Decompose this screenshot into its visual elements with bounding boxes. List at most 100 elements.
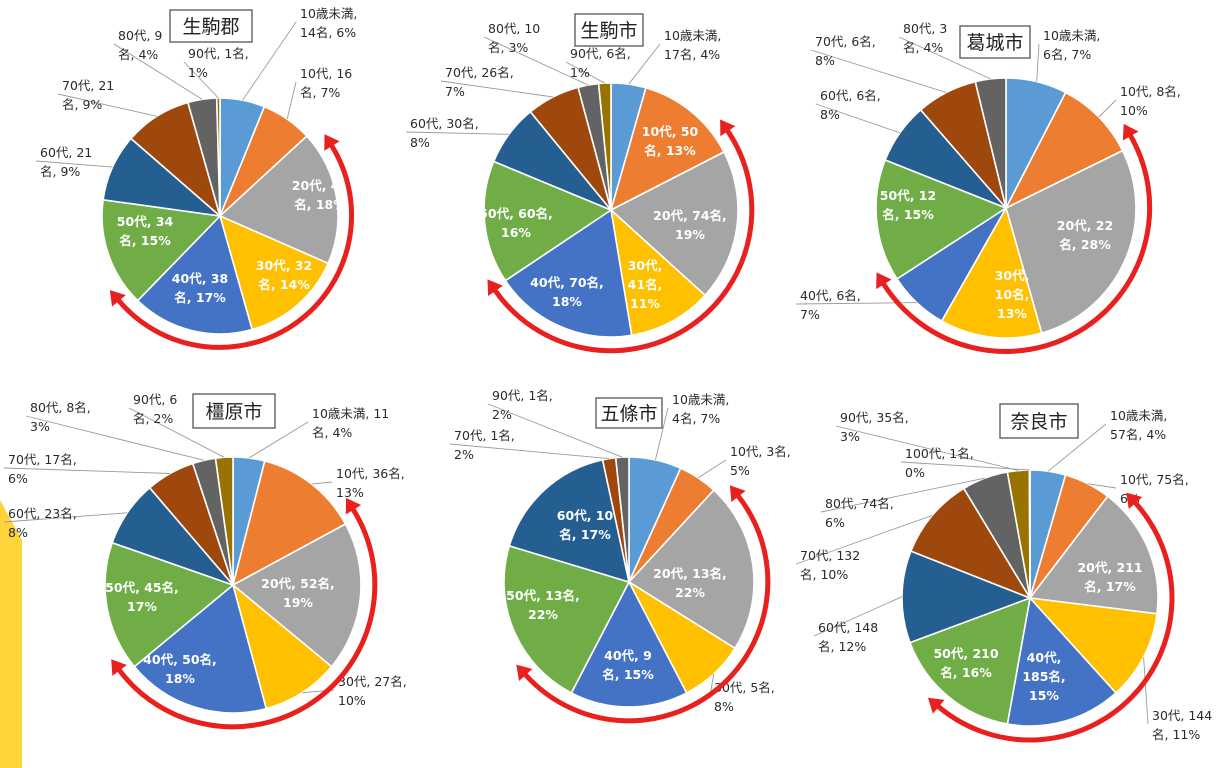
leader-line	[487, 403, 623, 458]
slice-label-10代: 10代, 8名, 10%	[1120, 84, 1181, 118]
leader-line	[697, 459, 727, 479]
slice-label-30代: 30代, 32 名, 14%	[256, 258, 312, 292]
slice-50代	[104, 541, 235, 668]
arrow-head	[111, 659, 127, 676]
slice-30代	[231, 582, 333, 710]
arrow-head	[1122, 123, 1139, 141]
slice-label-10歳未満: 10歳未満, 17名, 4%	[664, 28, 721, 62]
arrow-head	[729, 485, 746, 502]
slice-label-30代: 30代, 27名, 10%	[338, 674, 407, 708]
slice-label-40代: 40代, 38 名, 17%	[172, 271, 228, 305]
slice-label-50代: 50代, 13名, 22%	[506, 588, 580, 622]
slice-label-80代: 80代, 10 名, 3%	[488, 21, 540, 55]
leader-line	[3, 467, 171, 474]
slice-label-10歳未満: 10歳未満, 14名, 6%	[300, 6, 357, 40]
slice-label-50代: 50代, 45名, 17%	[105, 580, 179, 614]
chart-title: 葛城市	[966, 32, 1023, 54]
leader-line	[405, 131, 510, 135]
leader-line	[483, 36, 589, 86]
chart-title: 五條市	[600, 403, 657, 425]
slice-30代	[218, 214, 330, 331]
arrow-head	[720, 119, 736, 137]
slice-label-10代: 10代, 36名, 13%	[336, 466, 405, 500]
red-arrow	[117, 507, 378, 730]
leader-line	[286, 81, 297, 120]
slice-50代	[908, 596, 1032, 725]
slice-label-50代: 50代, 12 名, 15%	[880, 188, 936, 222]
leader-line	[128, 407, 225, 458]
slice-30代	[940, 205, 1043, 339]
pie-chart-3: 10歳未満, 6名, 7% 10代, 8名, 10% 20代, 22 名, 28% 30代,…	[795, 21, 1181, 354]
slice-label-60代: 60代, 148 名, 12%	[818, 620, 878, 654]
slice-90代	[214, 456, 234, 586]
slice-label-60代: 60代, 10 名, 17%	[557, 508, 614, 542]
chart-title: 橿原市	[205, 401, 262, 423]
slice-50代	[101, 198, 222, 302]
slice-label-90代: 90代, 6 名, 2%	[133, 392, 177, 426]
arrow-head	[516, 664, 533, 681]
slice-40代	[1006, 596, 1118, 727]
leader-line	[1098, 99, 1117, 118]
slice-100代	[1028, 469, 1031, 599]
slice-label-70代: 70代, 132 名, 10%	[800, 548, 860, 582]
slice-label-70代: 70代, 17名, 6%	[8, 452, 77, 486]
slice-10代	[609, 86, 726, 212]
leader-line	[3, 512, 128, 523]
slice-label-90代: 90代, 6名, 1%	[570, 46, 631, 80]
slice-label-10歳未満: 10歳未満, 57名, 4%	[1110, 408, 1167, 442]
chart-title-box	[959, 25, 1031, 59]
arrow-head	[324, 134, 340, 151]
slice-label-60代: 60代, 30名, 8%	[410, 116, 479, 150]
slice-label-60代: 60代, 23名, 8%	[8, 506, 77, 540]
slice-label-20代: 20代, 74名, 19%	[653, 208, 727, 242]
slice-label-60代: 60代, 6名, 8%	[820, 88, 881, 122]
slice-40代	[570, 580, 688, 708]
slice-40代	[133, 583, 268, 714]
slice-20代	[231, 522, 362, 668]
chart-title-box	[999, 403, 1079, 439]
slice-label-40代: 40代, 6名, 7%	[800, 288, 861, 322]
slice-label-50代: 50代, 210 名, 16%	[933, 646, 998, 680]
slice-label-60代: 60代, 21 名, 9%	[40, 145, 92, 179]
slice-80代	[974, 77, 1007, 209]
chart-title: 生駒郡	[182, 16, 239, 38]
red-arrow	[493, 128, 755, 354]
slice-label-70代: 70代, 6名, 8%	[815, 34, 876, 68]
slice-label-40代: 40代, 9 名, 15%	[602, 648, 654, 682]
slice-label-10歳未満: 10歳未満, 6名, 7%	[1043, 28, 1100, 62]
slice-label-30代: 30代, 144 名, 11%	[1152, 708, 1212, 742]
leader-line	[654, 407, 669, 460]
slice-50代	[483, 160, 613, 282]
pie-chart-4: 10歳未満, 11 名, 4% 10代, 36名, 13% 20代, 52名, 19% 30…	[3, 392, 407, 730]
leader-line	[898, 36, 991, 80]
slice-label-50代: 50代, 34 名, 15%	[117, 214, 174, 248]
slice-label-70代: 70代, 1名, 2%	[454, 428, 515, 462]
leader-line	[1143, 656, 1149, 725]
slice-label-30代: 30代, 10名, 13%	[995, 268, 1030, 321]
slice-label-80代: 80代, 8名, 3%	[30, 400, 91, 434]
leader-line	[835, 425, 1019, 471]
slice-label-10代: 10代, 50 名, 13%	[642, 124, 699, 158]
leader-line	[449, 443, 610, 460]
leader-line	[900, 461, 1030, 471]
leader-line	[565, 61, 606, 84]
leader-line	[242, 21, 297, 101]
slice-label-40代: 40代, 50名, 18%	[143, 652, 217, 686]
slice-label-40代: 40代, 70名, 18%	[530, 275, 604, 309]
slice-label-20代: 20代, 13名, 22%	[653, 566, 727, 600]
leader-line	[815, 103, 901, 134]
arrow-head	[345, 497, 362, 515]
pie-chart-2: 10歳未満, 17名, 4% 10代, 50 名, 13% 20代, 74名, 19% 30…	[405, 13, 755, 354]
slice-label-40代: 40代, 185名, 15%	[1022, 650, 1065, 703]
red-arrow	[881, 133, 1153, 354]
leader-line	[183, 61, 219, 99]
leader-line	[813, 596, 903, 637]
slice-20代	[627, 489, 755, 650]
leader-line	[25, 415, 205, 461]
arrow-head	[1126, 492, 1143, 509]
slice-label-80代: 80代, 74名, 6%	[825, 496, 894, 530]
leader-line	[311, 481, 333, 485]
leader-line	[57, 93, 157, 117]
